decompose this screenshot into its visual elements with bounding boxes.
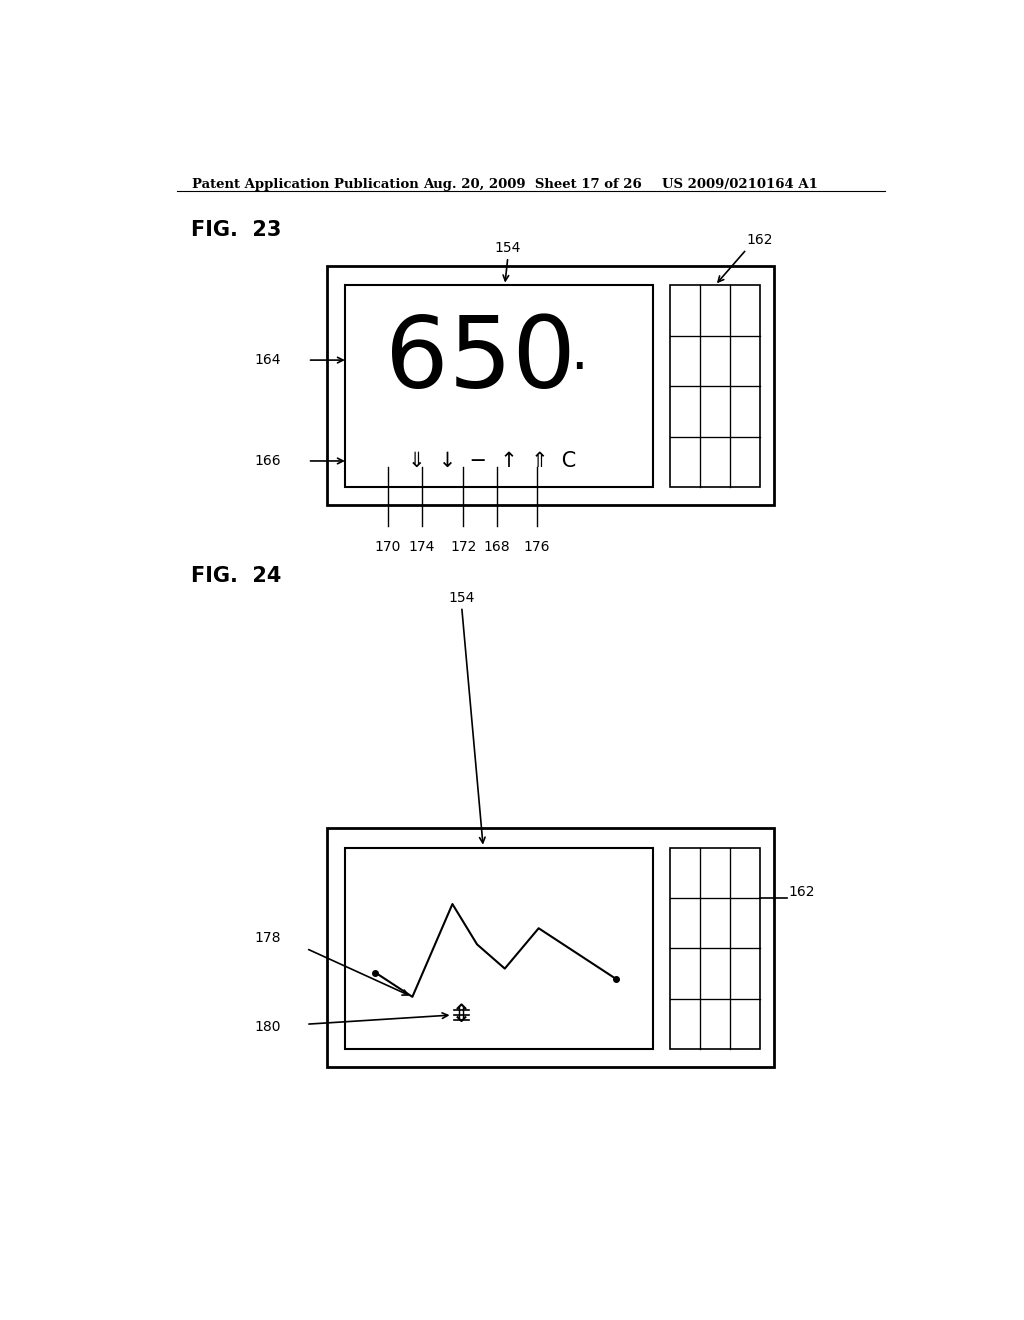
Text: ⇕: ⇕ xyxy=(452,1003,472,1027)
Text: 176: 176 xyxy=(524,540,550,553)
Bar xyxy=(327,829,773,1067)
Text: US 2009/0210164 A1: US 2009/0210164 A1 xyxy=(662,178,818,190)
Bar xyxy=(345,847,652,1049)
Text: 162: 162 xyxy=(788,884,815,899)
Text: Aug. 20, 2009  Sheet 17 of 26: Aug. 20, 2009 Sheet 17 of 26 xyxy=(423,178,642,190)
Text: 168: 168 xyxy=(483,540,510,553)
Text: 178: 178 xyxy=(254,932,281,945)
Bar xyxy=(345,285,652,487)
Text: ·: · xyxy=(570,343,588,397)
Text: FIG.  24: FIG. 24 xyxy=(190,566,281,586)
Text: Patent Application Publication: Patent Application Publication xyxy=(193,178,419,190)
Text: 166: 166 xyxy=(254,454,281,469)
Text: 172: 172 xyxy=(450,540,476,553)
Bar xyxy=(670,285,761,487)
Text: 164: 164 xyxy=(254,352,281,367)
Text: 162: 162 xyxy=(746,232,773,247)
Text: 180: 180 xyxy=(254,1019,281,1034)
Text: 174: 174 xyxy=(409,540,435,553)
Text: FIG.  23: FIG. 23 xyxy=(190,220,281,240)
Text: 650: 650 xyxy=(385,312,575,409)
Text: 154: 154 xyxy=(449,591,475,605)
Text: 170: 170 xyxy=(375,540,401,553)
Text: ⇓  ↓  −  ↑  ⇑  C: ⇓ ↓ − ↑ ⇑ C xyxy=(409,451,577,471)
Bar xyxy=(327,267,773,506)
Text: 154: 154 xyxy=(495,240,521,255)
Bar xyxy=(670,847,761,1049)
